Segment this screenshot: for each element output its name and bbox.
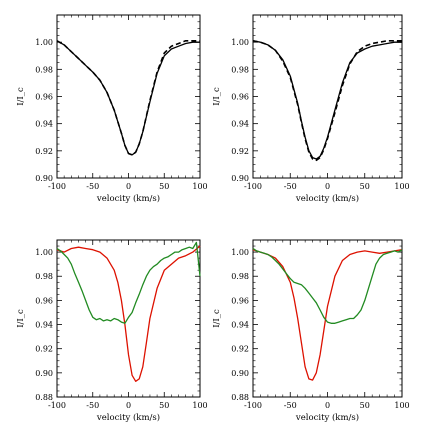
y-tick-label: 0.90 (35, 369, 53, 378)
series-line-1 (56, 241, 201, 324)
series-line-0 (56, 245, 201, 382)
x-tick-label: 100 (192, 182, 207, 191)
x-tick-label: 50 (159, 401, 169, 410)
x-tick-label: 100 (394, 401, 409, 410)
x-tick-label: 50 (159, 182, 169, 191)
x-tick-label: 100 (394, 182, 409, 191)
y-tick-label: 0.96 (231, 93, 249, 102)
y-tick-label: 0.98 (35, 272, 53, 281)
y-tick-label: 1.00 (231, 38, 249, 47)
y-tick-label: 0.92 (35, 147, 53, 156)
y-tick-label: 0.92 (231, 345, 249, 354)
x-tick-label: 100 (192, 401, 207, 410)
y-tick-label: 0.98 (231, 65, 249, 74)
plot-frame (252, 239, 403, 398)
y-axis-label: I/I_c (16, 87, 26, 106)
y-axis-label: I/I_c (212, 309, 222, 328)
x-axis-label: velocity (km/s) (96, 193, 160, 204)
y-tick-label: 0.92 (231, 147, 249, 156)
x-tick-label: 0 (126, 401, 131, 410)
x-tick-label: 0 (325, 182, 330, 191)
y-axis-label: I/I_c (16, 309, 26, 328)
y-tick-label: 1.00 (35, 248, 53, 257)
y-tick-label: 0.90 (231, 369, 249, 378)
y-tick-label: 0.94 (231, 321, 249, 330)
y-tick-label: 0.88 (35, 393, 53, 402)
series-line-1 (56, 40, 200, 156)
x-tick-label: 50 (360, 401, 370, 410)
x-axis-label: velocity (km/s) (295, 412, 359, 423)
x-tick-label: -50 (86, 401, 99, 410)
y-tick-label: 0.94 (35, 120, 53, 129)
x-tick-label: -100 (48, 401, 66, 410)
y-tick-label: 0.96 (35, 296, 53, 305)
x-axis-label: velocity (km/s) (96, 412, 160, 423)
y-tick-label: 0.94 (231, 120, 249, 129)
panel-top-right: -100 -50 0 50 100 0.90 0.92 0.94 0.96 0.98 1.00 vel… (212, 14, 410, 204)
series-line-0 (252, 249, 403, 381)
y-tick-label: 1.00 (231, 248, 249, 257)
x-tick-label: -100 (48, 182, 66, 191)
y-tick-label: 0.90 (35, 174, 53, 183)
x-tick-label: -100 (244, 182, 262, 191)
x-tick-label: 0 (325, 401, 330, 410)
y-axis-label: I/I_c (212, 87, 222, 106)
x-tick-label: 50 (360, 182, 370, 191)
y-tick-label: 0.96 (35, 93, 53, 102)
x-axis-label: velocity (km/s) (295, 193, 359, 204)
series-line-1 (252, 40, 402, 162)
x-tick-label: -50 (284, 182, 297, 191)
panel-top-left: -100 -50 0 50 100 0.90 0.92 0.94 0.96 0.98 1.00 vel… (16, 14, 208, 204)
y-tick-label: 0.96 (231, 296, 249, 305)
plot-frame (252, 14, 403, 179)
panel-bottom-right: -100 -50 0 50 100 0.88 0.90 0.92 0.94 0.96 0.98 1.0… (212, 239, 410, 423)
y-tick-label: 0.88 (231, 393, 249, 402)
x-tick-label: -100 (244, 401, 262, 410)
series-line-0 (252, 40, 402, 160)
x-tick-label: -50 (284, 401, 297, 410)
y-tick-label: 0.94 (35, 321, 53, 330)
y-tick-label: 0.90 (231, 174, 249, 183)
x-tick-label: -50 (86, 182, 99, 191)
y-tick-label: 0.98 (35, 65, 53, 74)
y-tick-label: 1.00 (35, 38, 53, 47)
panel-bottom-left: -100 -50 0 50 100 0.88 0.90 0.92 0.94 0.96 0.98 1.0… (16, 239, 208, 423)
y-tick-label: 0.92 (35, 345, 53, 354)
x-tick-label: 0 (126, 182, 131, 191)
series-line-1 (252, 247, 403, 324)
y-tick-label: 0.98 (231, 272, 249, 281)
